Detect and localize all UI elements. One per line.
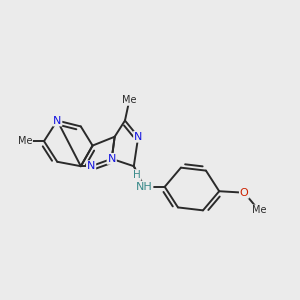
Text: N: N bbox=[107, 154, 116, 164]
Text: O: O bbox=[240, 188, 249, 198]
Text: Me: Me bbox=[18, 136, 32, 146]
Text: NH: NH bbox=[136, 182, 152, 192]
Text: N: N bbox=[53, 116, 61, 126]
Text: Me: Me bbox=[252, 206, 266, 215]
Text: N: N bbox=[87, 161, 95, 171]
Text: Me: Me bbox=[122, 95, 136, 105]
Text: H: H bbox=[133, 170, 141, 180]
Text: N: N bbox=[134, 132, 142, 142]
